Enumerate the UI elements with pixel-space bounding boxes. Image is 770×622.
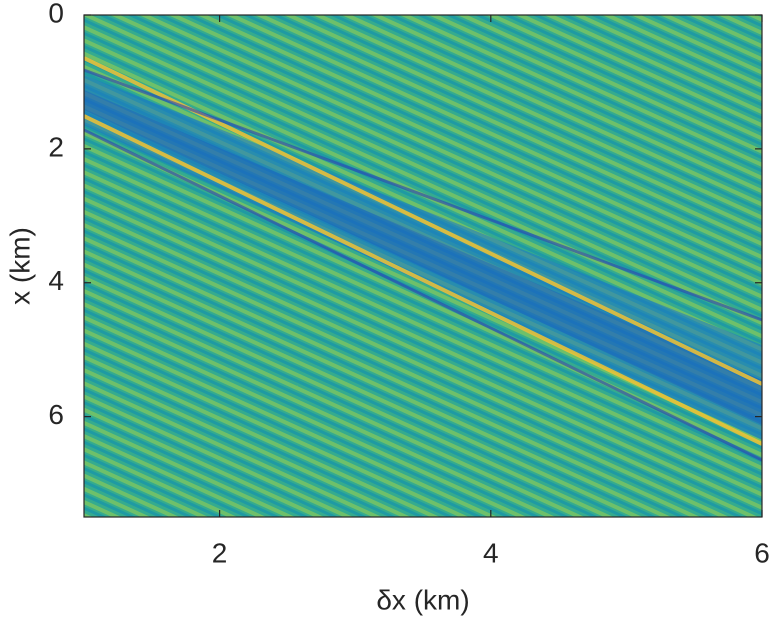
heatmap-image [84,15,762,517]
y-tick-label: 2 [48,131,64,162]
axes-box [83,14,763,518]
y-tick-label: 6 [48,399,64,430]
x-axis-label: δx (km) [376,584,469,615]
x-tick-label: 4 [483,537,499,568]
x-tick-label: 2 [212,537,228,568]
y-tick-label: 0 [48,0,64,28]
x-tick-label: 6 [754,537,770,568]
y-tick-label: 4 [48,265,64,296]
y-axis-label: x (km) [4,227,35,305]
